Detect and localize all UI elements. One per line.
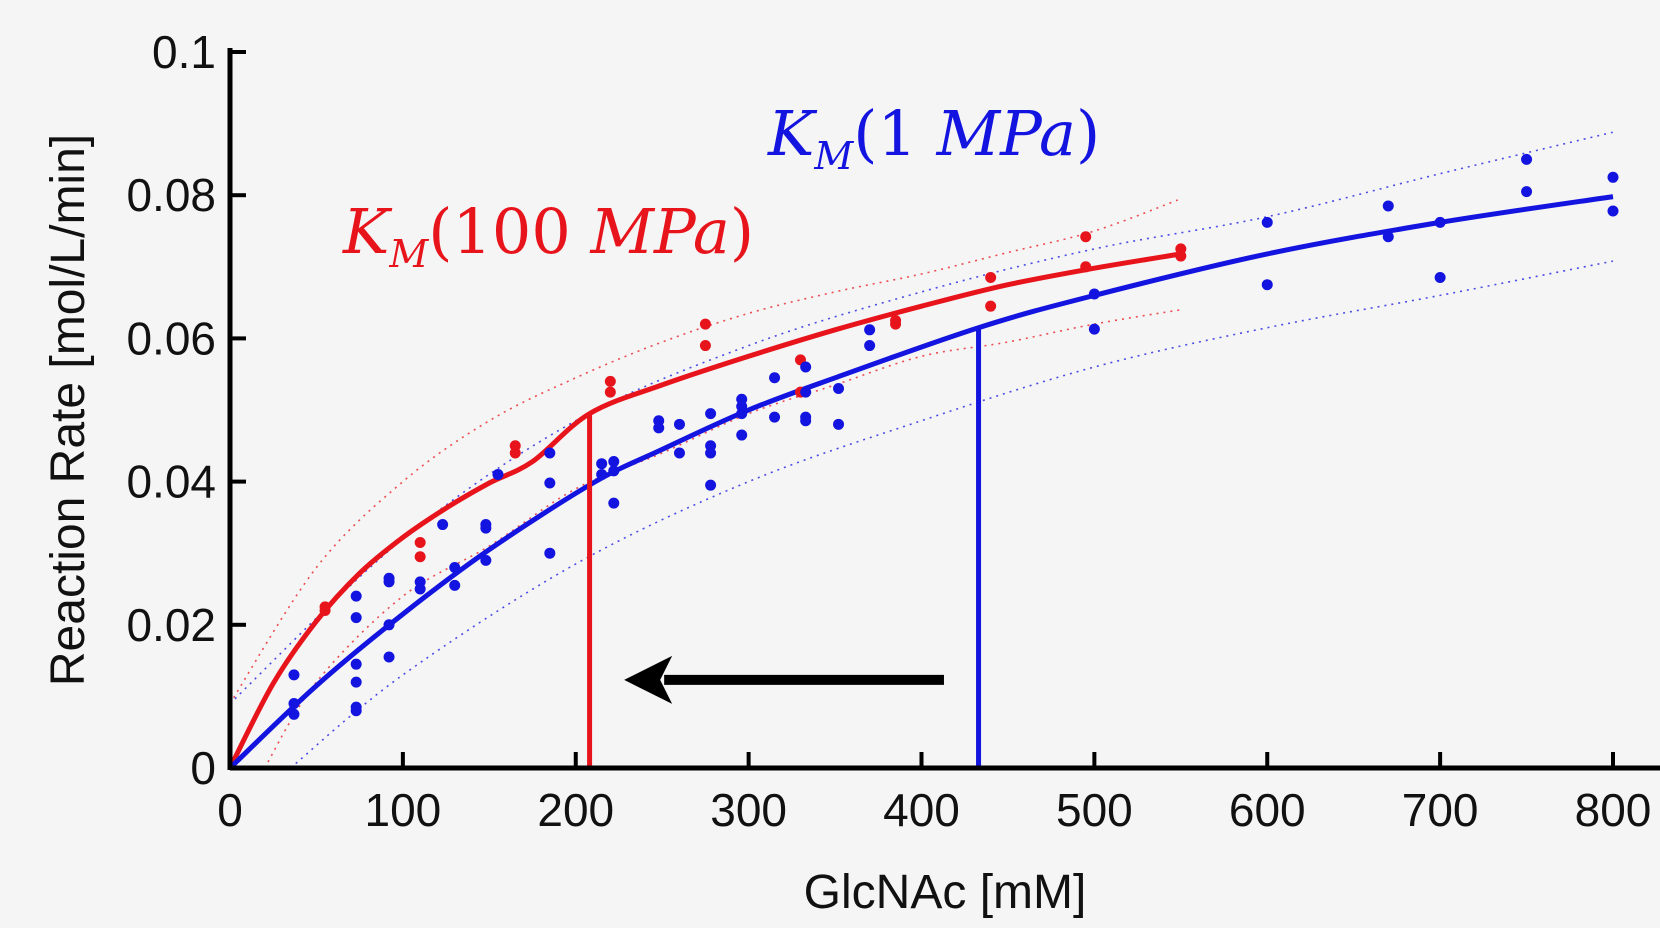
high_pressure-data-point: [604, 386, 616, 398]
data-points-layer: [288, 153, 1619, 720]
y-tick-label: 0.04: [126, 456, 216, 508]
high_pressure-fit-curve: [227, 251, 1182, 770]
low_pressure-data-point: [350, 705, 362, 717]
low_pressure-data-point: [1434, 272, 1446, 284]
high_pressure-data-point: [414, 551, 426, 563]
low_pressure-data-point: [1607, 171, 1619, 183]
low_pressure-data-point: [596, 468, 608, 480]
low_pressure-data-point: [769, 411, 781, 423]
low_pressure-data-point: [544, 447, 556, 459]
low_pressure-data-point: [350, 612, 362, 624]
low_pressure-data-point: [653, 422, 665, 434]
low_pressure-data-point: [800, 361, 812, 373]
low_pressure-data-point: [864, 324, 876, 336]
low_pressure-data-point: [383, 576, 395, 588]
low_pressure-data-point: [608, 456, 620, 468]
y-tick-label: 0.08: [126, 169, 216, 221]
low_pressure-data-point: [596, 458, 608, 470]
low_pressure-data-point: [414, 583, 426, 595]
x-tick-label: 500: [1056, 784, 1133, 836]
low_pressure-data-point: [437, 519, 449, 531]
low_pressure-data-point: [480, 554, 492, 566]
low_pressure-data-point: [350, 676, 362, 688]
low_pressure-data-point: [1261, 216, 1273, 228]
km-markers-layer: [587, 327, 982, 768]
high_pressure-data-point: [1080, 231, 1092, 243]
x-tick-label: 0: [217, 784, 243, 836]
low_pressure-data-point: [673, 418, 685, 430]
high_pressure-data-point: [985, 272, 997, 284]
high_pressure-data-point: [414, 536, 426, 548]
axes: 0 0.02 0.04 0.06 0.08 0.1 0 100 200 300 400 500 600…: [126, 26, 1660, 836]
low_pressure-data-point: [608, 465, 620, 477]
low_pressure-data-point: [1088, 288, 1100, 300]
low_pressure-data-point: [769, 372, 781, 384]
low_pressure-data-point: [833, 383, 845, 395]
x-tick-label: 200: [537, 784, 614, 836]
low_pressure-data-point: [705, 408, 717, 420]
x-tick-label: 300: [710, 784, 787, 836]
low_pressure-data-point: [544, 477, 556, 489]
high_pressure-data-point: [319, 604, 331, 616]
low_pressure-data-point: [480, 522, 492, 534]
low_pressure-data-point: [1607, 205, 1619, 217]
low_pressure-data-point: [833, 418, 845, 430]
y-axis-title: Reaction Rate [mol/L/min]: [42, 134, 95, 686]
km-1mpa-label: KM(1 MPa): [767, 97, 1100, 178]
low_pressure-data-point: [864, 340, 876, 352]
low_pressure-data-point: [608, 497, 620, 509]
high_pressure-data-point: [1080, 261, 1092, 273]
low_pressure-data-point: [705, 447, 717, 459]
low_pressure-data-point: [736, 429, 748, 441]
low_pressure-data-point: [350, 658, 362, 670]
low_pressure-data-point: [1088, 323, 1100, 335]
high_pressure-data-point: [1175, 250, 1187, 262]
y-tick-label: 0.02: [126, 599, 216, 651]
y-ticks: 0 0.02 0.04 0.06 0.08 0.1: [126, 26, 246, 794]
high_pressure-data-point: [604, 375, 616, 387]
low_pressure-data-point: [383, 651, 395, 663]
low_pressure-data-point: [492, 468, 504, 480]
y-tick-label: 0: [190, 742, 216, 794]
x-tick-label: 100: [365, 784, 442, 836]
high_pressure-data-point: [699, 340, 711, 352]
y-tick-label: 0.1: [152, 26, 216, 78]
low_pressure-data-point: [673, 447, 685, 459]
low_pressure-data-point: [449, 579, 461, 591]
low_pressure-data-point: [449, 562, 461, 574]
arrow-annotation: [624, 655, 944, 704]
low_pressure-data-point: [288, 708, 300, 720]
low_pressure-data-point: [1382, 200, 1394, 212]
low_pressure-data-point: [288, 698, 300, 710]
low_pressure-data-point: [705, 479, 717, 491]
low_pressure-data-point: [1434, 216, 1446, 228]
y-tick-label: 0.06: [126, 312, 216, 364]
low_pressure-data-point: [800, 386, 812, 398]
high_pressure-data-point: [890, 318, 902, 330]
high_pressure-data-point: [985, 300, 997, 312]
arrow-head: [624, 655, 673, 704]
x-axis-title: GlcNAc [mM]: [804, 866, 1087, 919]
x-ticks: 0 100 200 300 400 500 600 700 800: [217, 752, 1651, 836]
high_pressure-data-point: [699, 318, 711, 330]
km-100mpa-label: KM(100 MPa): [342, 195, 754, 276]
low_pressure-data-point: [800, 415, 812, 427]
low_pressure-data-point: [1382, 231, 1394, 243]
low_pressure-fit-curve: [228, 194, 1614, 770]
low_pressure-data-point: [288, 669, 300, 681]
low_pressure-data-point: [1521, 186, 1533, 198]
low_pressure-data-point: [1261, 279, 1273, 291]
low_pressure-data-point: [350, 590, 362, 602]
low_pressure-data-point: [544, 547, 556, 559]
low_pressure-data-point: [736, 408, 748, 420]
x-tick-label: 800: [1575, 784, 1652, 836]
low_pressure-data-point: [383, 619, 395, 631]
low_pressure-data-point: [1521, 153, 1533, 165]
x-tick-label: 600: [1229, 784, 1306, 836]
x-tick-label: 400: [883, 784, 960, 836]
x-tick-label: 700: [1402, 784, 1479, 836]
high_pressure-data-point: [509, 447, 521, 459]
